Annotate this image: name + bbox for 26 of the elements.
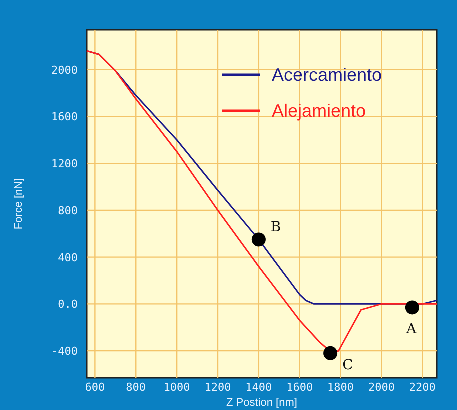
- y-axis-title: Force [nN]: [13, 178, 25, 230]
- y-tick-label: 400: [58, 251, 78, 264]
- point: [324, 346, 338, 360]
- y-tick-label: 800: [58, 204, 78, 218]
- legend-label: Alejamiento: [272, 101, 366, 121]
- x-tick-label: 600: [85, 381, 106, 394]
- x-tick-label: 1200: [204, 381, 232, 394]
- x-tick-label: 1600: [286, 381, 314, 394]
- annotation: A: [405, 322, 418, 338]
- x-tick-label: 2000: [368, 381, 395, 394]
- y-tick-label: -400: [52, 345, 78, 358]
- y-tick-label: 1200: [52, 158, 78, 171]
- x-tick-label: 1000: [164, 381, 190, 394]
- x-axis-title: Z Postion [nm]: [226, 397, 298, 409]
- x-tick-label: 1800: [328, 381, 354, 394]
- x-tick-label: 1400: [246, 381, 272, 394]
- x-tick-label: 800: [126, 381, 146, 394]
- legend-label: Acercamiento: [272, 65, 382, 85]
- point: [405, 300, 420, 315]
- y-tick-label: 2000: [52, 64, 78, 77]
- y-tick-label: 1600: [52, 110, 78, 124]
- annotation: C: [342, 357, 354, 374]
- point: [252, 232, 266, 247]
- x-tick-label: 2200: [409, 381, 436, 394]
- annotation: B: [270, 220, 282, 236]
- y-tick-label: 0.0: [58, 298, 78, 312]
